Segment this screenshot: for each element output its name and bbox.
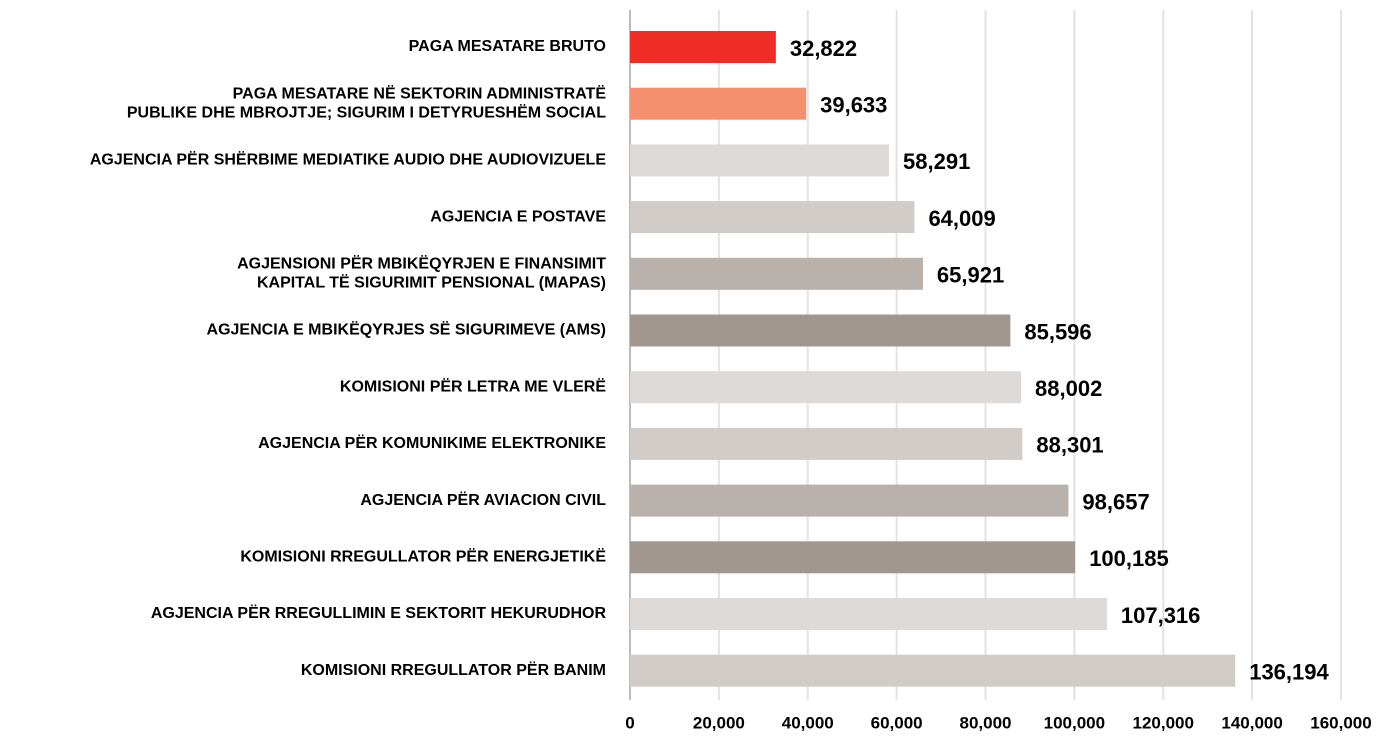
category-label: PAGA MESATARE NË SEKTORIN ADMINISTRATË [233, 84, 607, 102]
bar [630, 314, 1011, 347]
category-label: AGJENCIA PËR AVIACION CIVIL [360, 491, 606, 509]
category-label: KOMISIONI RREGULLATOR PËR ENERGJETIKË [240, 548, 606, 566]
category-label: KAPITAL TË SIGURIMIT PENSIONAL (MAPAS) [257, 274, 606, 292]
category-label: AGJENCIA PËR RREGULLIMIN E SEKTORIT HEKU… [151, 604, 607, 622]
value-label: 98,657 [1082, 489, 1149, 514]
bar [630, 87, 807, 120]
bar [630, 257, 923, 290]
category-label: AGJENCIA E MBIKËQYRJES SË SIGURIMEVE (AM… [207, 321, 606, 339]
category-label: AGJENSIONI PËR MBIKËQYRJEN E FINANSIMIT [237, 255, 606, 273]
value-label: 39,633 [820, 93, 887, 118]
x-tick-label: 20,000 [693, 713, 745, 732]
x-tick-label: 140,000 [1221, 713, 1282, 732]
bar [630, 654, 1236, 687]
value-label: 64,009 [928, 206, 995, 231]
bar [630, 31, 776, 63]
category-label: KOMISIONI PËR LETRA ME VLERË [340, 377, 606, 395]
category-label: AGJENCIA E POSTAVE [430, 208, 606, 225]
value-label: 88,301 [1036, 433, 1103, 458]
category-label: PUBLIKE DHE MBROJTJE; SIGURIM I DETYRUES… [127, 103, 606, 121]
bar [630, 598, 1107, 630]
bar [630, 484, 1069, 517]
x-tick-label: 100,000 [1044, 713, 1105, 732]
bar [630, 371, 1022, 404]
x-tick-label: 160,000 [1310, 713, 1371, 732]
x-tick-label: 60,000 [871, 713, 923, 732]
value-label: 88,002 [1035, 376, 1102, 401]
x-tick-label: 80,000 [960, 713, 1012, 732]
value-label: 32,822 [790, 36, 857, 61]
category-label: PAGA MESATARE BRUTO [409, 38, 606, 55]
bar [630, 427, 1023, 460]
category-label: AGJENCIA PËR KOMUNIKIME ELEKTRONIKE [258, 434, 606, 452]
bar [630, 144, 890, 177]
value-label: 85,596 [1024, 319, 1091, 344]
value-label: 136,194 [1249, 660, 1329, 685]
value-label: 58,291 [903, 149, 970, 174]
value-label: 107,316 [1121, 603, 1201, 628]
bar [630, 201, 915, 234]
x-tick-label: 120,000 [1133, 713, 1194, 732]
category-label: KOMISIONI RREGULLATOR PËR BANIM [301, 661, 606, 679]
x-tick-label: 0 [625, 713, 634, 732]
bar [630, 541, 1076, 574]
value-label: 100,185 [1089, 546, 1169, 571]
x-tick-label: 40,000 [782, 713, 834, 732]
value-label: 65,921 [937, 263, 1004, 288]
category-label: AGJENCIA PËR SHËRBIME MEDIATIKE AUDIO DH… [90, 151, 607, 169]
